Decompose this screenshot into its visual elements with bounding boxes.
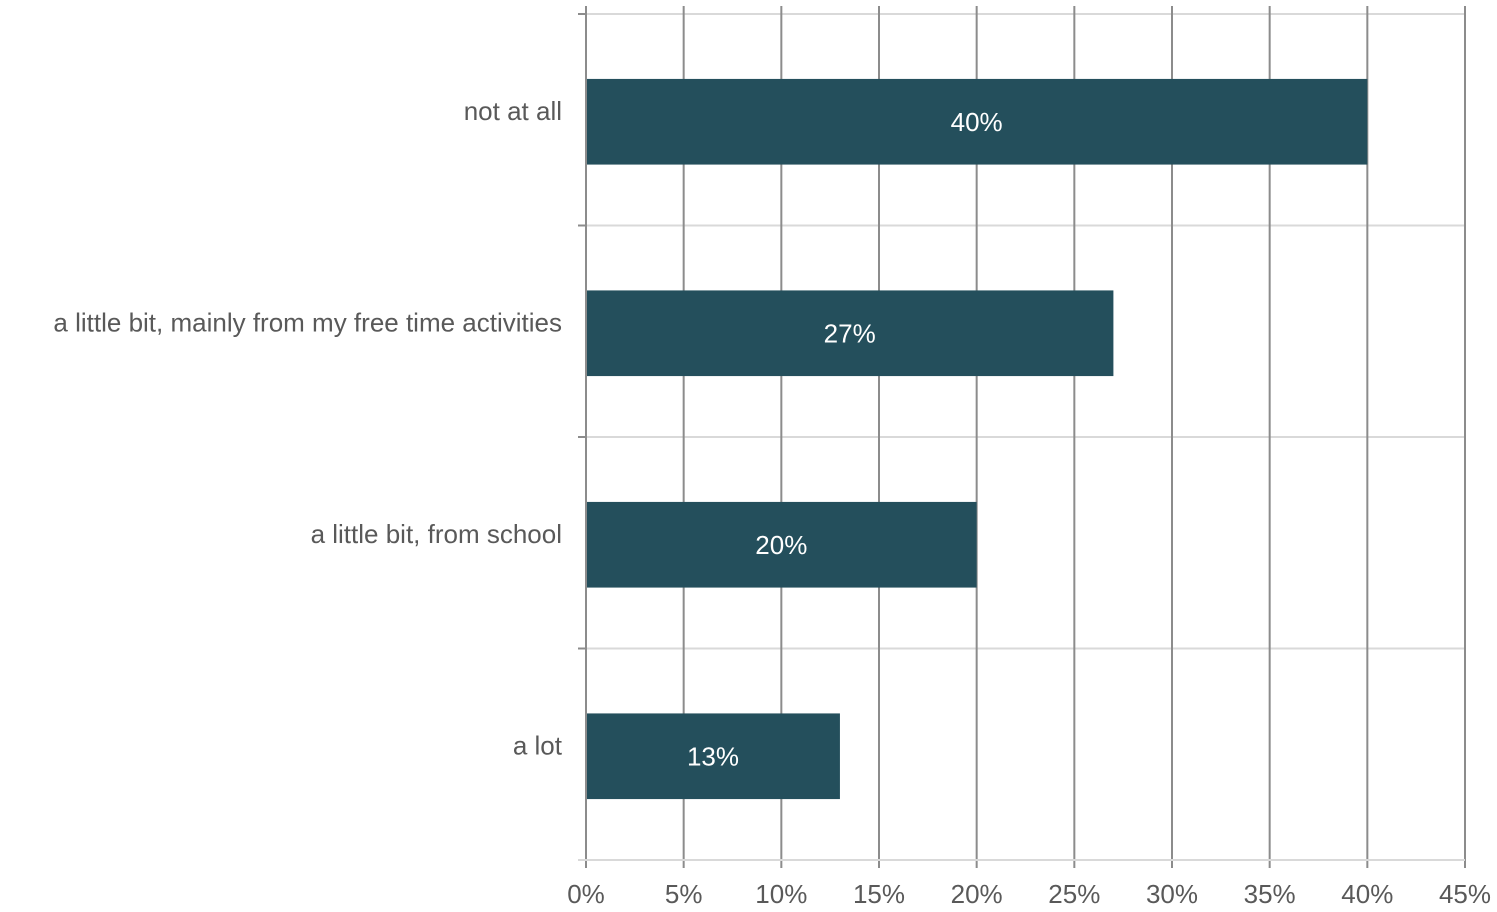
x-tick-label: 30% bbox=[1146, 879, 1198, 909]
axes bbox=[578, 13, 1465, 861]
x-tick-label: 20% bbox=[951, 879, 1003, 909]
data-label: 27% bbox=[824, 318, 876, 348]
data-label: 13% bbox=[687, 741, 739, 771]
data-label: 20% bbox=[755, 530, 807, 560]
bars bbox=[587, 78, 1368, 800]
x-tick-label: 5% bbox=[665, 879, 703, 909]
x-tick-label: 0% bbox=[567, 879, 605, 909]
bar bbox=[587, 78, 1368, 165]
x-tick-label: 40% bbox=[1341, 879, 1393, 909]
category-label: a little bit, from school bbox=[311, 519, 562, 549]
data-label: 40% bbox=[951, 107, 1003, 137]
x-tick-label: 25% bbox=[1048, 879, 1100, 909]
x-tick-label: 45% bbox=[1439, 879, 1491, 909]
x-tick-label: 15% bbox=[853, 879, 905, 909]
category-label: not at all bbox=[464, 96, 562, 126]
bar bbox=[587, 290, 1114, 377]
bar bbox=[587, 501, 977, 588]
category-label: a little bit, mainly from my free time a… bbox=[53, 307, 562, 337]
x-tick-label: 35% bbox=[1244, 879, 1296, 909]
x-tick-label: 10% bbox=[755, 879, 807, 909]
bar bbox=[587, 713, 840, 800]
category-label: a lot bbox=[513, 730, 563, 760]
labels: 0% 5% 10% 15% 20% 25% 30% 35% 40% 45% 40% not at al… bbox=[53, 96, 1491, 909]
